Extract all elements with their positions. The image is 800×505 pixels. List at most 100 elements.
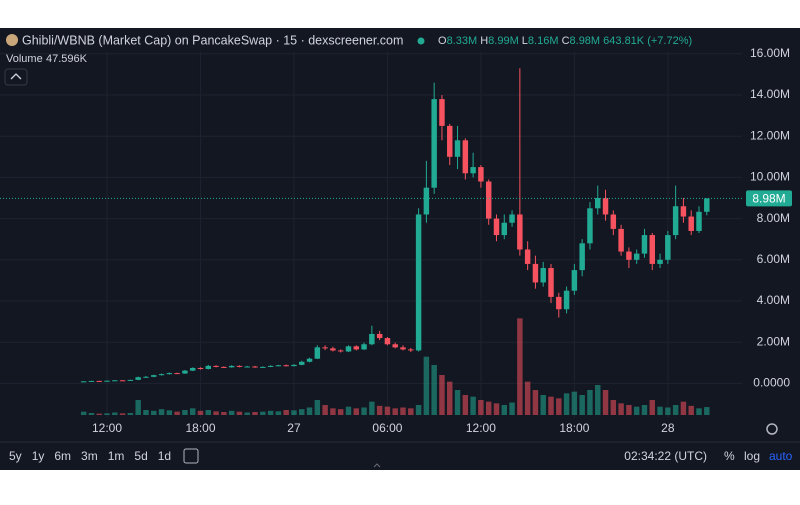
volume-bar <box>423 356 430 415</box>
candle-body <box>633 253 640 260</box>
volume-bar <box>688 405 694 415</box>
candle-body <box>337 350 344 352</box>
candle-body <box>610 214 617 229</box>
candle-body <box>696 211 702 231</box>
volume-bar <box>563 393 570 415</box>
collapse-button[interactable] <box>4 68 28 86</box>
y-tick-label: 8.00M <box>757 211 790 225</box>
volume-bar <box>299 409 305 415</box>
candle-body <box>384 338 391 345</box>
volume-bar <box>143 410 149 415</box>
candle-body <box>571 270 578 291</box>
volume-bar <box>353 408 360 415</box>
candle-body <box>595 198 601 209</box>
range-button[interactable]: 1d <box>158 449 171 463</box>
candle-body <box>314 347 321 359</box>
volume-bar <box>524 381 531 415</box>
volume-bar <box>213 411 219 415</box>
candle-body <box>306 358 313 362</box>
scale-option[interactable]: log <box>744 449 760 463</box>
volume-bar <box>361 407 367 415</box>
volume-bar <box>119 413 126 415</box>
candle-body <box>665 235 671 260</box>
x-tick-label: 12:00 <box>92 421 122 435</box>
x-tick-label: 12:00 <box>466 421 496 435</box>
volume-bar <box>283 410 289 415</box>
ohlc-value: 8.33M <box>447 35 478 47</box>
volume-bar <box>384 406 391 415</box>
volume-bar <box>540 395 546 415</box>
settings-button[interactable] <box>766 423 778 435</box>
candle-body <box>470 167 476 174</box>
volume-bar <box>485 401 492 415</box>
scale-option[interactable]: auto <box>769 449 793 463</box>
candle-body <box>602 198 609 215</box>
candle-body <box>509 214 515 223</box>
candle-body <box>267 365 274 367</box>
volume-bar <box>665 407 671 415</box>
volume-bar <box>330 408 336 415</box>
candle-body <box>478 167 484 182</box>
candle-body <box>104 380 110 382</box>
candle-body <box>439 99 445 126</box>
candle-body <box>221 366 227 368</box>
volume-bar <box>96 413 102 415</box>
candle-body <box>532 263 539 283</box>
range-button[interactable]: 3m <box>81 449 98 463</box>
volume-bar <box>556 398 562 415</box>
range-button[interactable]: 6m <box>54 449 71 463</box>
volume-bar <box>322 405 328 415</box>
candle-body <box>688 216 694 231</box>
candle-body <box>376 333 383 339</box>
candle-body <box>361 344 367 350</box>
candle-body <box>704 198 710 212</box>
volume-bar <box>478 400 484 415</box>
volume-bar <box>236 411 243 415</box>
volume-bar <box>680 401 687 415</box>
candle-body <box>649 235 655 264</box>
range-button[interactable]: 1y <box>32 449 45 463</box>
x-tick-label: 27 <box>287 421 301 435</box>
x-tick-label: 18:00 <box>185 421 215 435</box>
range-button[interactable]: 1m <box>108 449 125 463</box>
candle-body <box>485 181 492 219</box>
volume-bar <box>408 408 414 415</box>
candle-body <box>127 379 134 381</box>
candle-body <box>275 365 282 367</box>
chart-title: Ghibli/WBNB (Market Cap) on PancakeSwap … <box>22 33 403 47</box>
candle-body <box>252 366 258 368</box>
candle-body <box>330 348 336 351</box>
candle-body <box>283 365 289 367</box>
candle-body <box>322 347 328 349</box>
volume-bar <box>112 412 118 415</box>
date-range-button[interactable] <box>183 448 199 464</box>
last-price-label: 8.98M <box>752 192 785 206</box>
scale-option[interactable]: % <box>724 449 735 463</box>
candle-body <box>174 373 180 375</box>
volume-bar <box>197 410 204 415</box>
volume-bar <box>166 410 173 415</box>
range-button[interactable]: 5y <box>9 449 22 463</box>
candle-body <box>143 376 149 378</box>
candle-body <box>119 380 126 382</box>
volume-bar <box>587 390 593 415</box>
x-tick-label: 18:00 <box>559 421 589 435</box>
candle-body <box>244 366 250 368</box>
status-dot <box>417 37 425 45</box>
ohlc-key: L <box>522 35 528 47</box>
volume-bar <box>174 411 180 415</box>
last-price-badge <box>746 190 792 207</box>
volume-bar <box>548 396 554 415</box>
candle-body <box>345 346 352 352</box>
token-icon <box>6 34 18 46</box>
volume-bar <box>704 407 710 415</box>
volume-bar <box>462 395 469 415</box>
range-button[interactable]: 5d <box>134 449 147 463</box>
volume-bar <box>649 400 655 415</box>
candle-body <box>88 380 95 382</box>
candle-body <box>260 366 266 368</box>
volume-bar <box>602 390 609 415</box>
candle-body <box>415 214 422 351</box>
candle-body <box>447 125 453 157</box>
